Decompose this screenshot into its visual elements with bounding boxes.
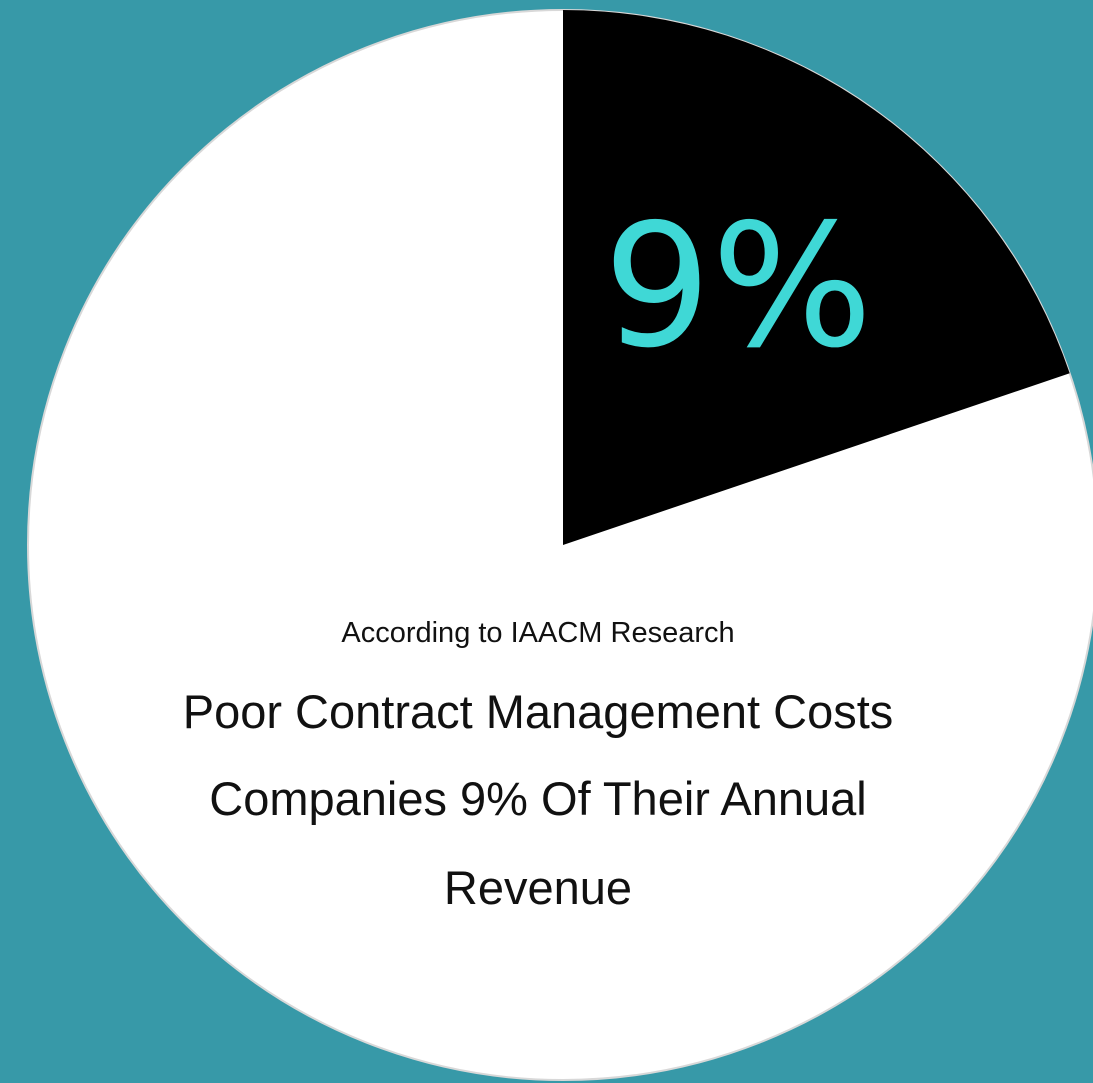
caption-line-2: Companies 9% Of Their Annual (209, 772, 867, 825)
caption-line-3: Revenue (444, 861, 632, 914)
pie-slice-0 (563, 10, 1070, 545)
caption-line-1: Poor Contract Management Costs (183, 685, 894, 738)
slice-label-highlight: 9% (603, 188, 873, 386)
source-note: According to IAACM Research (341, 617, 734, 649)
pie-slices (563, 10, 1070, 545)
